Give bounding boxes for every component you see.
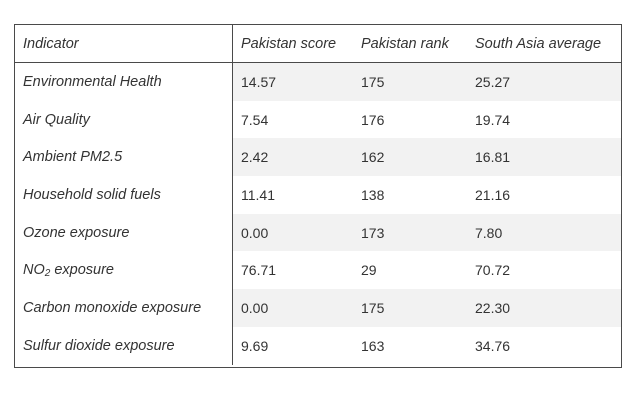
header-south-asia-average: South Asia average (467, 25, 621, 63)
pakistan-score-cell: 11.41 (232, 176, 353, 214)
pakistan-score-cell: 0.00 (232, 213, 353, 252)
table-row: Air Quality 7.54 176 19.74 (15, 100, 621, 139)
south-asia-average-cell: 19.74 (467, 100, 621, 139)
pakistan-score-cell: 76.71 (232, 251, 353, 290)
indicator-cell: Sulfur dioxide exposure (15, 326, 233, 365)
indicator-cell: Environmental Health (15, 62, 233, 101)
pakistan-score-cell: 0.00 (232, 289, 353, 327)
table-row: Carbon monoxide exposure 0.00 175 22.30 (15, 289, 621, 327)
indicator-cell: Carbon monoxide exposure (15, 289, 233, 327)
indicator-table-frame: Indicator Pakistan score Pakistan rank S… (14, 24, 622, 368)
indicator-subscript: 2 (44, 267, 51, 279)
pakistan-rank-cell: 163 (353, 326, 467, 365)
pakistan-score-cell: 14.57 (232, 62, 353, 101)
indicator-table: Indicator Pakistan score Pakistan rank S… (15, 25, 621, 365)
pakistan-score-cell: 2.42 (232, 138, 353, 177)
pakistan-score-cell: 7.54 (232, 100, 353, 139)
pakistan-rank-cell: 175 (353, 289, 467, 327)
indicator-prefix: NO (23, 261, 45, 278)
indicator-cell: Household solid fuels (15, 176, 233, 214)
header-indicator: Indicator (15, 25, 233, 63)
south-asia-average-cell: 7.80 (467, 213, 621, 252)
indicator-suffix: exposure (50, 261, 114, 278)
table-row: Household solid fuels 11.41 138 21.16 (15, 176, 621, 214)
indicator-cell: Air Quality (15, 100, 233, 139)
table-row: Ozone exposure 0.00 173 7.80 (15, 213, 621, 252)
indicator-cell: NO2 exposure (15, 251, 233, 290)
table-row: Environmental Health 14.57 175 25.27 (15, 62, 621, 101)
pakistan-rank-cell: 138 (353, 176, 467, 214)
header-pakistan-rank: Pakistan rank (353, 25, 467, 63)
south-asia-average-cell: 70.72 (467, 251, 621, 290)
table-header-row: Indicator Pakistan score Pakistan rank S… (15, 25, 621, 63)
table-row: Sulfur dioxide exposure 9.69 163 34.76 (15, 326, 621, 365)
pakistan-rank-cell: 173 (353, 213, 467, 252)
south-asia-average-cell: 25.27 (467, 62, 621, 101)
table-row: Ambient PM2.5 2.42 162 16.81 (15, 138, 621, 177)
south-asia-average-cell: 21.16 (467, 176, 621, 214)
south-asia-average-cell: 34.76 (467, 326, 621, 365)
pakistan-rank-cell: 176 (353, 100, 467, 139)
south-asia-average-cell: 16.81 (467, 138, 621, 177)
table-row: NO2 exposure 76.71 29 70.72 (15, 251, 621, 290)
pakistan-score-cell: 9.69 (232, 326, 353, 365)
pakistan-rank-cell: 29 (353, 251, 467, 290)
south-asia-average-cell: 22.30 (467, 289, 621, 327)
header-pakistan-score: Pakistan score (232, 25, 353, 63)
indicator-cell: Ozone exposure (15, 213, 233, 252)
pakistan-rank-cell: 175 (353, 62, 467, 101)
indicator-cell: Ambient PM2.5 (15, 138, 233, 177)
pakistan-rank-cell: 162 (353, 138, 467, 177)
